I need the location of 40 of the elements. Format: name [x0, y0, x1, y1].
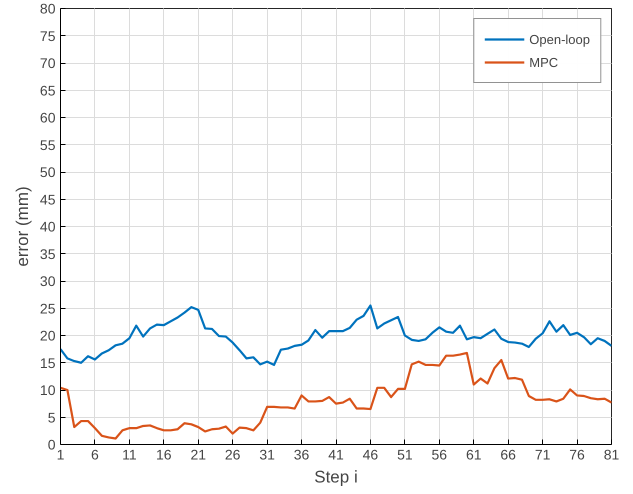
x-tick-label: 56: [432, 446, 448, 462]
y-tick-label: 50: [40, 164, 56, 180]
y-tick-label: 10: [40, 382, 56, 398]
line-series: [60, 304, 612, 366]
x-tick-label: 16: [156, 446, 172, 462]
x-tick-label: 66: [500, 446, 516, 462]
x-tick-label: 1: [56, 446, 65, 462]
y-tick-label: 60: [40, 110, 56, 126]
x-tick-label: 21: [190, 446, 206, 462]
x-tick-label: 6: [91, 446, 100, 462]
x-tick-label: 36: [294, 446, 310, 462]
legend-label: MPC: [529, 54, 558, 70]
y-tick-label: 40: [40, 218, 56, 234]
y-tick-label: 35: [40, 246, 56, 262]
y-tick-label: 0: [48, 436, 56, 452]
y-tick-label: 55: [40, 136, 56, 153]
line-series: [60, 352, 612, 440]
x-tick-label: 61: [466, 446, 482, 462]
y-tick-label: 30: [40, 273, 56, 289]
x-tick-label: 71: [534, 446, 551, 462]
x-tick-label: 46: [362, 446, 378, 462]
x-axis-title: Step i: [314, 468, 358, 486]
x-tick-label: 11: [122, 446, 137, 462]
x-tick-label: 76: [569, 446, 586, 462]
legend-label: Open-loop: [529, 32, 590, 46]
y-axis-title: error (mm): [12, 186, 32, 267]
y-tick-label: 70: [40, 55, 56, 71]
x-tick-label: 81: [604, 446, 620, 462]
y-tick-label: 65: [40, 82, 56, 98]
x-tick-label: 26: [224, 446, 241, 462]
x-tick-label: 51: [397, 446, 413, 462]
y-tick-label: 45: [40, 191, 56, 208]
y-tick-label: 5: [48, 409, 56, 426]
y-tick-label: 75: [40, 28, 56, 44]
x-tick-label: 31: [259, 446, 276, 462]
y-tick-label: 80: [40, 0, 56, 16]
y-tick-label: 20: [40, 328, 56, 344]
x-tick-label: 41: [328, 446, 344, 462]
y-tick-label: 25: [40, 300, 56, 316]
y-tick-label: 15: [40, 354, 56, 371]
